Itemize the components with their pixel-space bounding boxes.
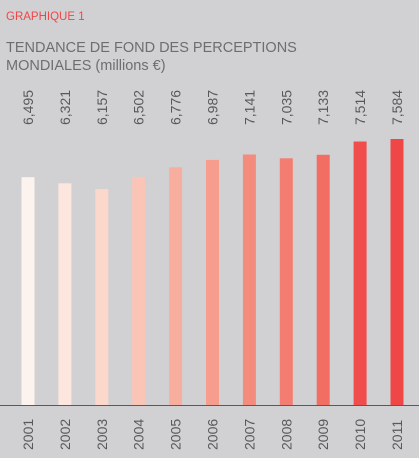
value-label-2005: 6,776 xyxy=(168,90,184,125)
bar-series xyxy=(21,139,404,405)
value-label-2003: 6,157 xyxy=(94,90,110,125)
chart-title-line-1: TENDANCE DE FOND DES PERCEPTIONS xyxy=(6,40,297,56)
x-tick-labels: 2001 2002 2003 2004 2005 2006 2007 2008 2009 2010… xyxy=(20,419,405,450)
value-label-2009: 7,133 xyxy=(315,90,331,125)
bar-2003 xyxy=(95,189,109,405)
x-tick-2004: 2004 xyxy=(131,419,147,450)
bar-2011 xyxy=(390,139,404,405)
x-tick-2002: 2002 xyxy=(57,419,73,450)
value-labels: 6,495 6,321 6,157 6,502 6,776 6,987 7,141 7,035… xyxy=(20,90,405,125)
value-label-2011: 7,584 xyxy=(389,90,405,125)
x-tick-2006: 2006 xyxy=(205,419,221,450)
x-tick-2009: 2009 xyxy=(315,419,331,450)
value-label-2007: 7,141 xyxy=(241,90,257,125)
bar-2008 xyxy=(279,158,293,405)
x-tick-2010: 2010 xyxy=(352,419,368,450)
bar-2009 xyxy=(316,154,330,405)
bar-2010 xyxy=(353,141,367,405)
value-label-2008: 7,035 xyxy=(278,90,294,125)
bar-2007 xyxy=(242,154,256,405)
chart-title-line-2: MONDIALES (millions €) xyxy=(6,58,166,74)
figure-label: GRAPHIQUE 1 xyxy=(6,11,85,23)
bar-2004 xyxy=(132,176,146,405)
x-tick-2011: 2011 xyxy=(389,420,405,450)
value-label-2004: 6,502 xyxy=(131,90,147,125)
bar-2005 xyxy=(169,167,183,405)
value-label-2006: 6,987 xyxy=(205,90,221,125)
value-label-2002: 6,321 xyxy=(57,90,73,125)
x-tick-2001: 2001 xyxy=(20,419,36,450)
bar-2006 xyxy=(206,159,219,405)
x-tick-2008: 2008 xyxy=(278,419,294,450)
value-label-2010: 7,514 xyxy=(352,90,368,125)
x-tick-2007: 2007 xyxy=(241,419,257,450)
bar-2001 xyxy=(21,177,35,405)
x-tick-2003: 2003 xyxy=(94,419,110,450)
x-tick-2005: 2005 xyxy=(168,419,184,450)
bar-2002 xyxy=(58,183,72,405)
value-label-2001: 6,495 xyxy=(20,90,36,125)
